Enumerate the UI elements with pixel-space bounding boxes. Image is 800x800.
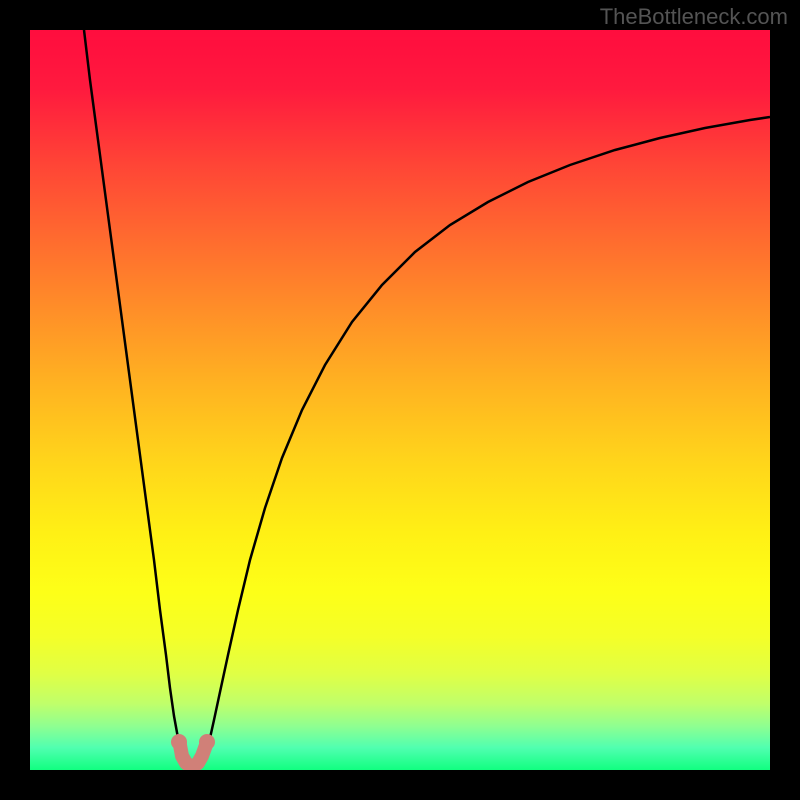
watermark-text: TheBottleneck.com bbox=[600, 4, 788, 30]
curves-layer bbox=[30, 30, 770, 770]
left-curve bbox=[84, 30, 178, 738]
dip-marker-dot-left bbox=[171, 734, 187, 750]
right-curve bbox=[210, 117, 770, 738]
plot-area bbox=[30, 30, 770, 770]
dip-marker-dot-right bbox=[199, 734, 215, 750]
chart-container: TheBottleneck.com bbox=[0, 0, 800, 800]
